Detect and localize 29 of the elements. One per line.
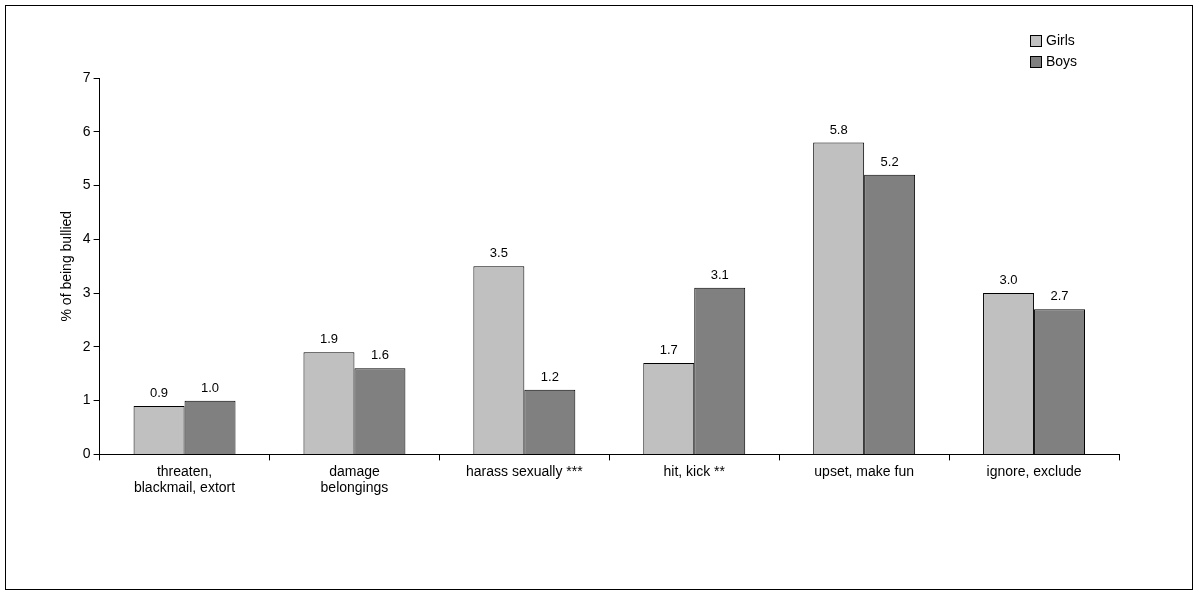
legend-label: Girls (1046, 31, 1075, 50)
text: 1.7 (659, 342, 678, 358)
text: 3.1 (710, 266, 729, 282)
x-tick-label: ignore, exclude (986, 462, 1082, 479)
x-tick-label: upset, make fun (814, 462, 914, 479)
text: 5.8 (829, 121, 848, 137)
y-tick-label: 1 (82, 391, 91, 408)
text: 3.0 (999, 272, 1018, 288)
x-tick-label: harass sexually *** (465, 462, 584, 479)
legend-label: Boys (1046, 52, 1078, 71)
text: 1.0 (200, 379, 220, 395)
text: 1.6 (370, 347, 389, 363)
x-tick-label: hit, kick ** (663, 462, 726, 479)
text: 1.9 (319, 331, 338, 347)
y-tick-label: 2 (82, 337, 91, 354)
text: 3.5 (489, 245, 508, 261)
y-tick-label: 3 (82, 283, 91, 300)
text: 2.7 (1050, 288, 1069, 304)
y-tick-label: 5 (82, 176, 91, 193)
text: 0.9 (150, 385, 169, 401)
x-tick-label: threaten, blackmail, extort (133, 462, 236, 496)
text: 5.2 (880, 153, 899, 169)
y-axis-title: % of being bullied (58, 210, 75, 322)
text: 1.2 (540, 368, 559, 384)
y-tick-label: 4 (82, 230, 91, 247)
y-tick-label: 7 (82, 68, 91, 85)
x-tick-label: damage belongings (320, 462, 389, 496)
y-tick-label: 0 (82, 445, 91, 462)
y-tick-label: 6 (82, 122, 91, 139)
